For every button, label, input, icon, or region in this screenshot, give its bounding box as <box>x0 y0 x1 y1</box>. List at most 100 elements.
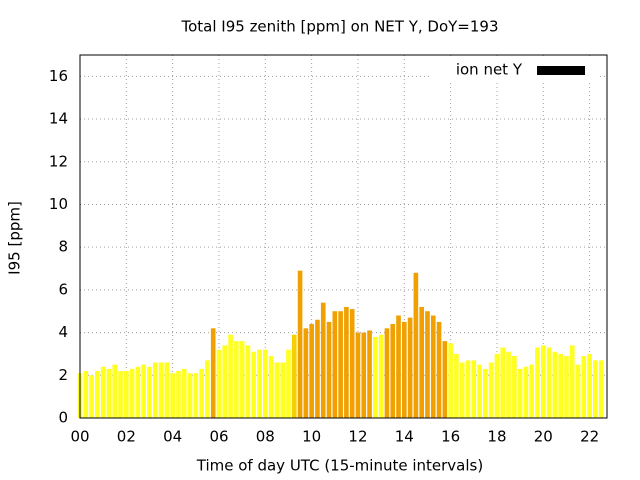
bar <box>245 345 251 418</box>
bar <box>164 362 170 418</box>
bar <box>118 371 123 418</box>
bar <box>581 356 587 418</box>
y-tick-label: 8 <box>58 238 68 256</box>
bar <box>355 332 361 418</box>
y-tick-label: 14 <box>49 110 68 128</box>
bar <box>459 362 465 418</box>
bar <box>309 324 314 418</box>
bar <box>274 362 280 418</box>
x-tick-label: 08 <box>256 428 275 446</box>
bar <box>419 306 424 418</box>
bar <box>234 341 239 418</box>
bar <box>442 341 448 418</box>
bar <box>124 371 129 418</box>
bar <box>367 330 372 418</box>
bar <box>471 360 477 418</box>
bar <box>598 360 604 418</box>
bar <box>112 364 118 418</box>
x-tick-label: 18 <box>487 428 506 446</box>
x-axis-label: Time of day UTC (15-minute intervals) <box>196 457 483 475</box>
y-tick-label: 10 <box>49 195 68 213</box>
bar <box>477 364 482 418</box>
bar <box>540 345 546 418</box>
bar <box>575 364 581 418</box>
bar <box>181 368 187 418</box>
x-tick-label: 12 <box>348 428 367 446</box>
bar <box>430 315 436 418</box>
bar <box>552 351 558 418</box>
bar <box>506 351 511 418</box>
bar <box>257 349 262 418</box>
bar <box>593 360 598 418</box>
plot-frame <box>79 54 608 419</box>
bar <box>228 334 233 418</box>
x-tick-label: 20 <box>534 428 553 446</box>
legend-box <box>430 59 600 81</box>
bar <box>512 356 517 418</box>
bar <box>332 311 338 418</box>
bar <box>193 373 199 418</box>
bar <box>483 368 488 418</box>
bar <box>268 356 274 418</box>
legend-label: ion net Y <box>456 61 523 79</box>
bar <box>465 360 471 418</box>
bar <box>384 328 390 418</box>
legend-key <box>537 66 585 75</box>
bar <box>529 364 535 418</box>
x-tick-label: 14 <box>395 428 414 446</box>
x-tick-label: 06 <box>209 428 228 446</box>
bar <box>500 347 506 418</box>
bar <box>95 371 100 418</box>
bar <box>401 321 407 418</box>
bar <box>106 368 112 418</box>
y-tick-label: 12 <box>49 152 68 170</box>
bar <box>297 270 303 418</box>
bar <box>83 371 89 418</box>
bar <box>378 334 384 418</box>
bar <box>587 353 592 418</box>
bar <box>494 353 500 418</box>
bar <box>344 306 349 418</box>
bar <box>390 324 396 418</box>
bar <box>546 347 552 418</box>
bar <box>187 373 193 418</box>
bar <box>263 349 268 418</box>
bar <box>152 362 158 418</box>
x-tick-label: 16 <box>441 428 460 446</box>
bar <box>349 309 355 418</box>
y-tick-label: 16 <box>49 67 68 85</box>
bar <box>517 368 523 418</box>
bar <box>141 364 147 418</box>
bar <box>315 319 320 418</box>
bar <box>147 366 152 418</box>
bar <box>396 315 401 418</box>
bar <box>425 311 430 418</box>
y-axis-label: I95 [ppm] <box>6 201 24 275</box>
bar <box>158 362 164 418</box>
x-tick-label: 00 <box>70 428 89 446</box>
x-tick-label: 22 <box>580 428 599 446</box>
bar <box>320 302 326 418</box>
bar <box>558 353 563 418</box>
bar <box>176 371 181 418</box>
bar <box>210 328 216 418</box>
bar <box>280 362 286 418</box>
y-tick-label: 0 <box>58 409 68 427</box>
bar <box>216 349 222 418</box>
bar <box>205 360 210 418</box>
bar <box>239 341 245 418</box>
bar <box>407 317 413 418</box>
bar <box>135 366 141 418</box>
bar <box>199 368 204 418</box>
bar <box>454 353 459 418</box>
bar <box>373 336 378 418</box>
bar <box>291 334 297 418</box>
y-tick-label: 2 <box>58 366 68 384</box>
bar <box>361 332 367 418</box>
bar <box>488 362 494 418</box>
bar <box>448 343 453 418</box>
bar <box>326 321 332 418</box>
bar <box>303 328 309 418</box>
